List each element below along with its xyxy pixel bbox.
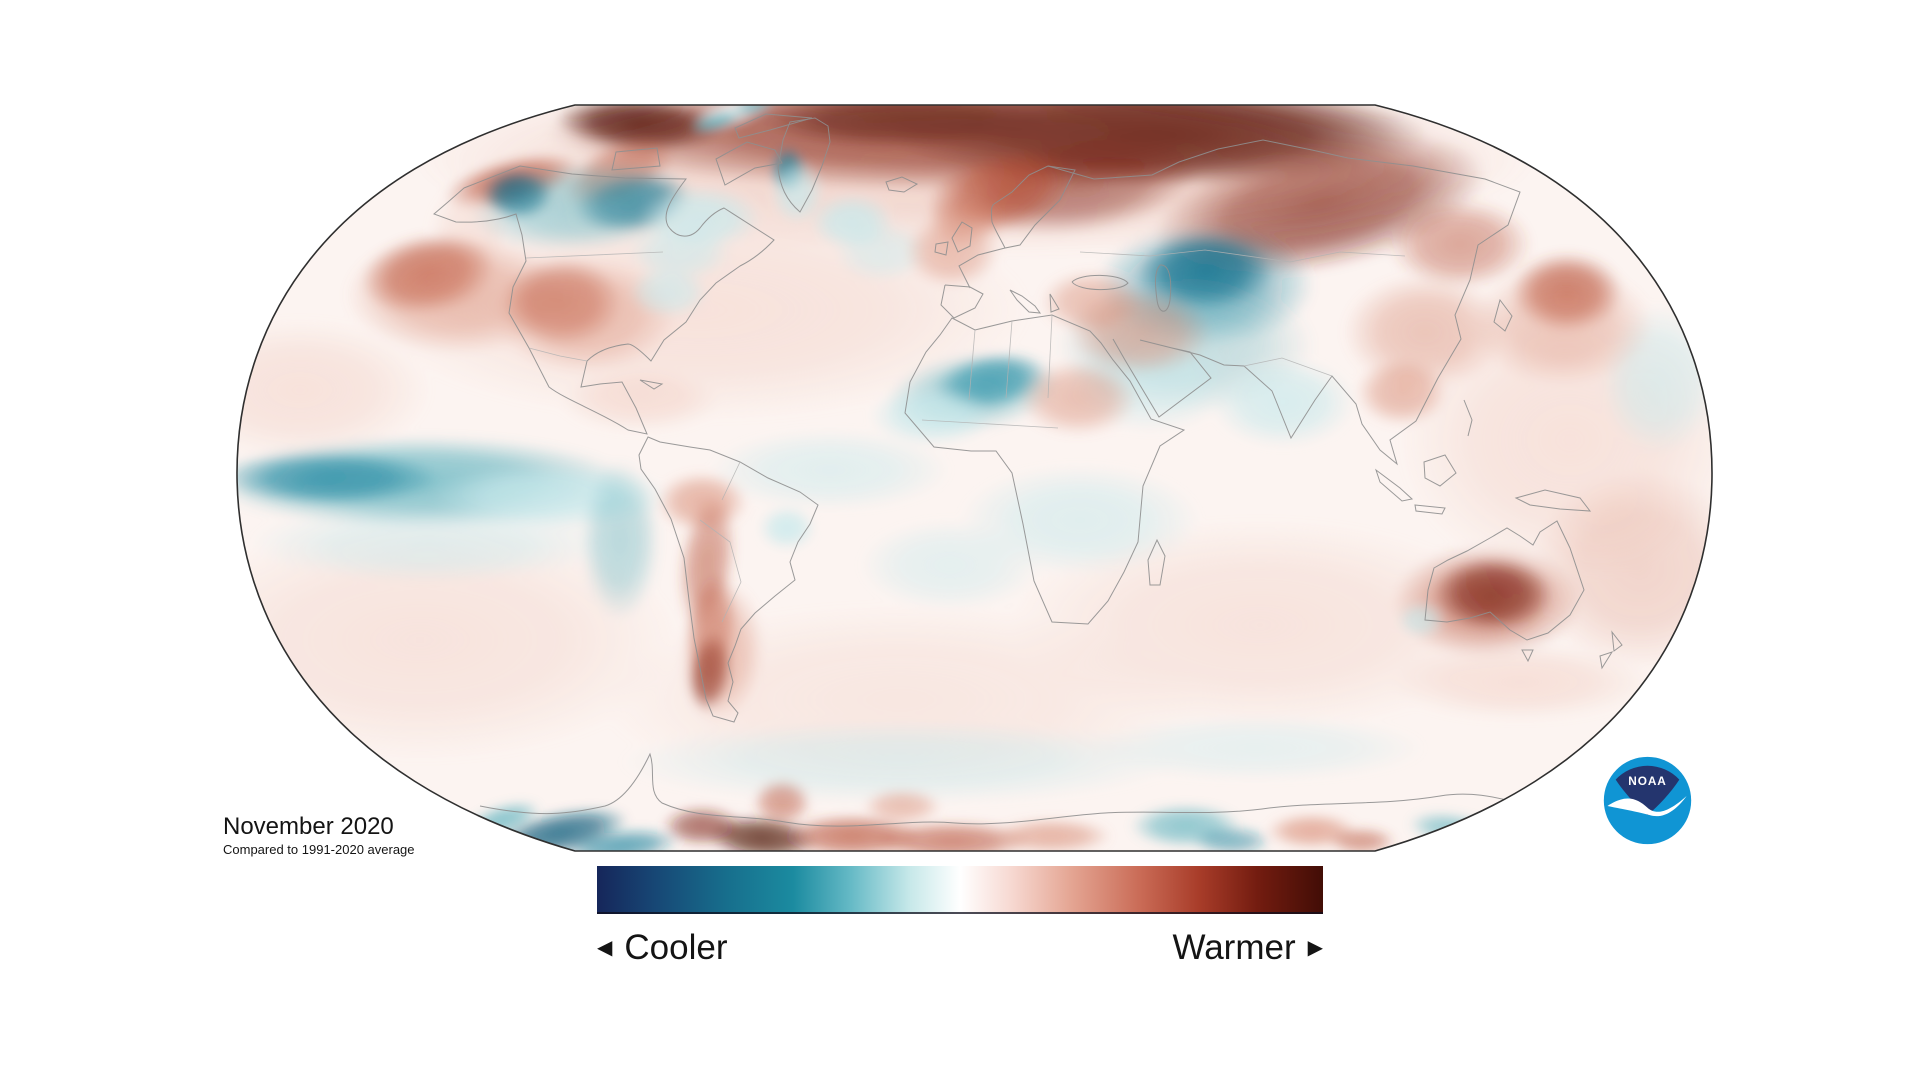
anomaly-blob xyxy=(1192,826,1272,851)
anomaly-blob xyxy=(689,109,743,133)
left-arrow-icon: ◀ xyxy=(597,937,613,959)
anomaly-blob xyxy=(1470,265,1654,385)
anomaly-blob xyxy=(1388,199,1532,289)
warmer-label: Warmer xyxy=(1172,928,1296,967)
coastline-africa xyxy=(904,314,1186,625)
anomaly-blob xyxy=(1010,520,1510,730)
anomaly-blob xyxy=(752,778,812,826)
noaa-logo-text: NOAA xyxy=(1628,774,1666,788)
anomaly-blob xyxy=(992,818,1112,851)
cooler-label: Cooler xyxy=(624,928,728,967)
map-baseline-subtitle: Compared to 1991-2020 average xyxy=(223,842,415,857)
anomaly-blob xyxy=(1356,358,1448,426)
anomaly-blob xyxy=(870,386,994,446)
anomaly-blob xyxy=(620,720,1180,804)
coastline-europe xyxy=(934,165,1172,319)
country-borders xyxy=(525,249,1406,623)
map-date-title: November 2020 xyxy=(223,813,394,840)
anomaly-blob xyxy=(731,105,775,116)
anomaly-blob xyxy=(834,222,930,282)
anomaly-blob xyxy=(628,222,732,282)
anomaly-blob xyxy=(710,430,950,510)
coastline-greenland-iceland xyxy=(777,117,919,213)
anomaly-blob xyxy=(580,460,660,620)
noaa-logo-top-wedge xyxy=(1615,765,1680,816)
coastline-antarctica xyxy=(479,752,1516,827)
anomaly-blob xyxy=(1328,827,1396,851)
right-arrow-icon: ▶ xyxy=(1307,937,1323,959)
anomaly-blob xyxy=(237,450,440,506)
noaa-logo: NOAA xyxy=(1603,756,1692,845)
map-title-block: November 2020 Compared to 1991-2020 aver… xyxy=(223,813,415,858)
anomaly-blob xyxy=(1018,360,1138,436)
coastline-australia xyxy=(1424,520,1623,670)
coastline-north-america xyxy=(433,113,813,435)
anomaly-blob xyxy=(628,266,708,318)
anomaly-blob xyxy=(662,806,742,846)
anomaly-blob xyxy=(1390,644,1650,720)
anomaly-blob xyxy=(237,320,430,460)
map-outline xyxy=(236,104,1713,852)
anomaly-blob xyxy=(862,788,942,824)
colorbar-legend: ◀ Cooler Warmer ▶ xyxy=(597,926,1323,970)
anomaly-blob xyxy=(1211,357,1355,447)
anomaly-blob xyxy=(771,160,823,224)
coastline-south-america xyxy=(638,436,819,723)
anomaly-blob xyxy=(872,821,1032,851)
temperature-colorbar xyxy=(597,866,1323,914)
anomaly-blob xyxy=(1433,556,1553,632)
coastline-asia xyxy=(1047,139,1592,515)
anomaly-blob xyxy=(560,368,720,432)
anomaly-blob xyxy=(860,520,1040,610)
anomaly-blob xyxy=(679,582,765,722)
anomaly-blob xyxy=(925,197,1005,247)
anomaly-blob xyxy=(1040,270,1144,334)
anomaly-blob xyxy=(1397,602,1445,638)
seagull-icon xyxy=(1607,795,1687,817)
cooler-legend-group: ◀ Cooler xyxy=(597,928,728,968)
warmer-legend-group: Warmer ▶ xyxy=(1172,928,1323,968)
coastlines xyxy=(433,113,1623,827)
anomaly-blob xyxy=(564,828,680,851)
anomaly-blob xyxy=(759,506,815,550)
anomaly-blob xyxy=(1085,716,1425,780)
